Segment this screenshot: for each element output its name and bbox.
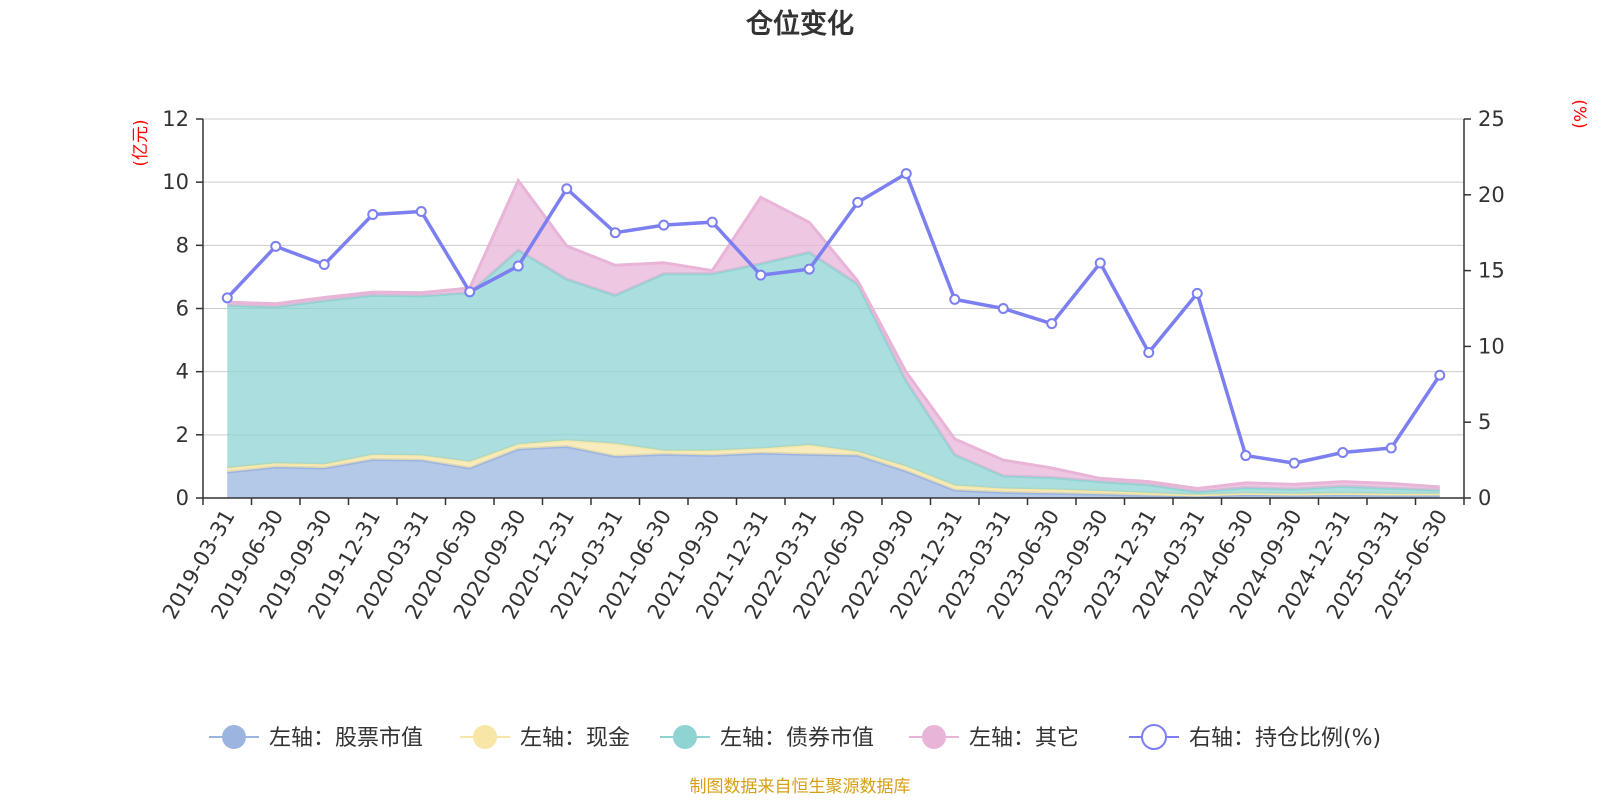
holding-ratio-point: [1191, 287, 1203, 299]
left-axis-tick-label: 0: [176, 486, 189, 510]
holding-ratio-point: [318, 259, 330, 271]
legend-label-2: 左轴：现金: [520, 726, 630, 751]
legend-label-4: 左轴：其它: [969, 726, 1079, 751]
area-series-2: [227, 440, 1440, 497]
holding-ratio-point: [1094, 257, 1106, 269]
legend-label-1: 左轴：股票市值: [269, 726, 423, 751]
holding-ratio-point: [464, 286, 476, 298]
holding-ratio-point: [755, 269, 767, 281]
right-axis-tick-label: 0: [1478, 486, 1491, 510]
holding-ratio-point: [561, 183, 573, 195]
legend-marker-2: [473, 725, 497, 749]
left-axis-tick-label: 8: [176, 233, 189, 257]
right-axis-tick-label: 20: [1478, 183, 1505, 207]
right-axis-tick-label: 5: [1478, 410, 1491, 434]
left-axis-tick-label: 10: [162, 170, 189, 194]
right-axis-tick-label: 10: [1478, 334, 1505, 358]
holding-ratio-point: [415, 205, 427, 217]
holding-ratio-point: [658, 219, 670, 231]
holding-ratio-point: [949, 293, 961, 305]
holding-ratio-point: [1434, 369, 1446, 381]
data-source-note: 制图数据来自恒生聚源数据库: [690, 777, 911, 797]
area-series-3: [227, 250, 1440, 495]
left-axis-tick-label: 6: [176, 297, 189, 321]
legend[interactable]: 左轴：股票市值 左轴：现金 左轴：债券市值 左轴：其它 右轴：持仓比例(%): [209, 724, 1381, 751]
holding-ratio-point: [1240, 450, 1252, 462]
left-axis-tick-label: 2: [176, 423, 189, 447]
holding-ratio-point: [1143, 346, 1155, 358]
legend-label-3: 左轴：债券市值: [720, 726, 874, 751]
left-axis-tick-label: 12: [162, 107, 189, 131]
holding-ratio-point: [1385, 442, 1397, 454]
holding-ratio-point: [270, 240, 282, 252]
holding-ratio-point: [900, 168, 912, 180]
chart-title: 仓位变化: [745, 8, 854, 40]
stacked-areas: [227, 177, 1440, 498]
legend-label-5: 右轴：持仓比例(%): [1189, 726, 1381, 751]
legend-marker-3: [673, 725, 697, 749]
holding-ratio-point: [1046, 318, 1058, 330]
holding-ratio-point: [367, 209, 379, 221]
holding-ratio-point: [609, 227, 621, 239]
area-series-1: [227, 446, 1440, 498]
right-axis-tick-label: 15: [1478, 259, 1505, 283]
legend-marker-4: [922, 725, 946, 749]
holding-ratio-point: [803, 263, 815, 275]
right-axis-unit: (%): [1569, 99, 1589, 128]
holding-ratio-point: [1337, 447, 1349, 459]
holding-ratio-point: [997, 303, 1009, 314]
area-series-edge-4: [227, 177, 1440, 491]
holding-ratio-point: [706, 216, 718, 228]
left-axis-unit: (亿元): [131, 119, 151, 166]
holding-ratio-point: [512, 260, 524, 272]
right-axis-tick-label: 25: [1478, 107, 1505, 131]
holding-ratio-path: [225, 171, 1442, 465]
holding-ratio-point: [852, 196, 864, 208]
holding-ratio-point: [1288, 457, 1300, 469]
holding-ratio-line: [221, 168, 1446, 469]
left-axis-tick-label: 4: [176, 360, 189, 384]
area-series-edge-3: [227, 248, 1440, 494]
legend-marker-5: [1141, 724, 1167, 750]
legend-marker-1: [222, 725, 246, 749]
holding-ratio-point: [221, 292, 233, 304]
